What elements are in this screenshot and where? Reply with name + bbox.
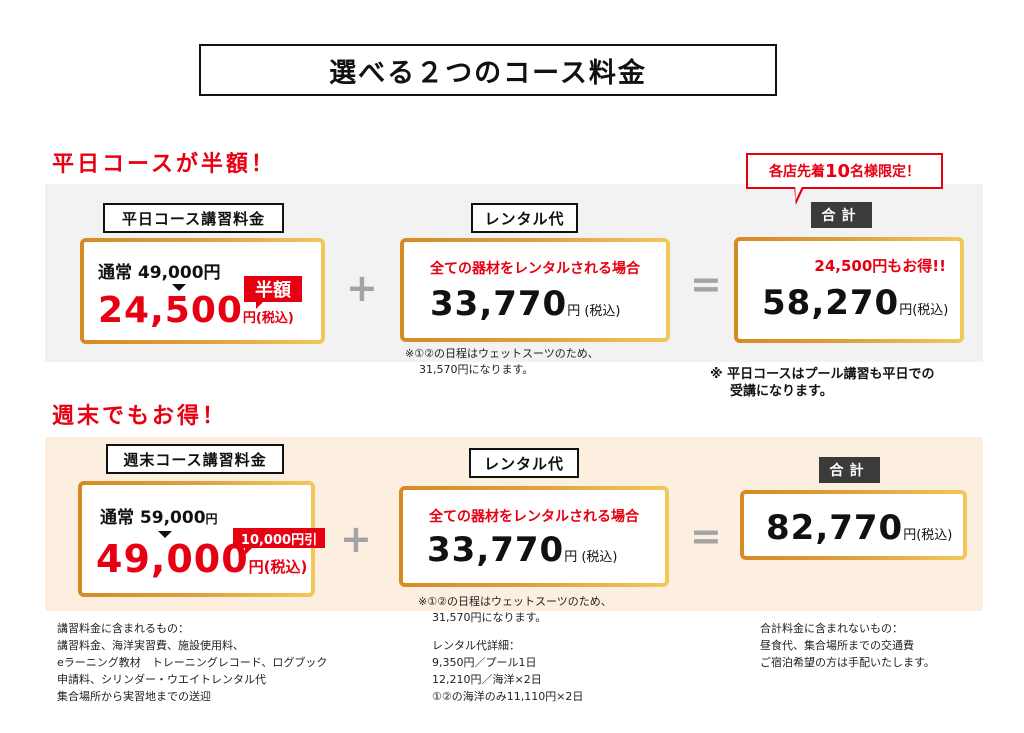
rental-caption: 全ての器材をレンタルされる場合 [429,509,639,525]
weekend-total-label: 合計 [819,457,880,483]
weekend-sale-price: 49,000円(税込) [96,537,308,581]
equals-icon: = [690,262,722,306]
weekday-rental-label: レンタル代 [471,203,578,233]
weekend-normal-price: 通常 59,000円 [100,508,218,528]
weekday-heading: 平日コースが半額！ [52,152,276,177]
rental-caption: 全ての器材をレンタルされる場合 [430,261,640,277]
weekday-course-card: 通常 49,000円 24,500円(税込) 半額 [80,238,325,344]
weekday-rental-card: 全ての器材をレンタルされる場合 33,770円 (税込) [400,238,670,342]
half-price-badge: 半額 [244,276,302,309]
rental-detail-note: レンタル代詳細： 9,350円／プール1日 12,210円／海洋×2日 ①②の海… [432,639,584,703]
equals-icon: = [690,514,722,558]
weekend-course-label: 週末コース講習料金 [106,444,284,474]
discount-badge: 10,000円引 [233,528,325,555]
weekend-rental-price: 33,770円 (税込) [427,530,618,570]
weekday-course-label: 平日コース講習料金 [103,203,284,233]
weekend-heading: 週末でもお得！ [52,404,228,429]
down-arrow-icon [158,531,172,538]
down-arrow-icon [172,284,186,291]
weekday-normal-price: 通常 49,000円 [98,263,221,283]
weekday-sale-price: 24,500円(税込) [98,290,294,331]
weekend-total-price: 82,770円(税込) [766,508,953,548]
weekday-rental-note: ※①②の日程はウェットスーツのため、 31,570円になります。 [405,347,599,376]
weekday-total-price: 58,270円(税込) [762,283,949,323]
weekday-total-label: 合計 [811,202,872,228]
weekend-rental-label: レンタル代 [469,448,579,478]
weekend-rental-note: ※①②の日程はウェットスーツのため、 31,570円になります。 [418,595,612,624]
plus-icon: + [346,266,378,310]
plus-icon: + [340,517,372,561]
weekday-total-note: ※ 平日コースはプール講習も平日での 受講になります。 [710,367,935,399]
savings-text: 24,500円もお得!! [814,257,946,275]
weekday-total-card: 24,500円もお得!! 58,270円(税込) [734,237,964,343]
not-included-note: 合計料金に含まれないもの： 昼食代、集合場所までの交通費 ご宿泊希望の方は手配い… [760,622,935,669]
weekend-rental-card: 全ての器材をレンタルされる場合 33,770円 (税込) [399,486,669,587]
limited-offer-callout: 各店先着 10 名様限定！ [746,153,943,189]
page-title: 選べる２つのコース料金 [199,44,777,96]
included-items-note: 講習料金に含まれるもの： 講習料金、海洋実習費、施設使用料、 eラーニング教材 … [57,622,328,703]
weekday-rental-price: 33,770円 (税込) [430,284,621,324]
weekend-total-card: 82,770円(税込) [740,490,967,560]
